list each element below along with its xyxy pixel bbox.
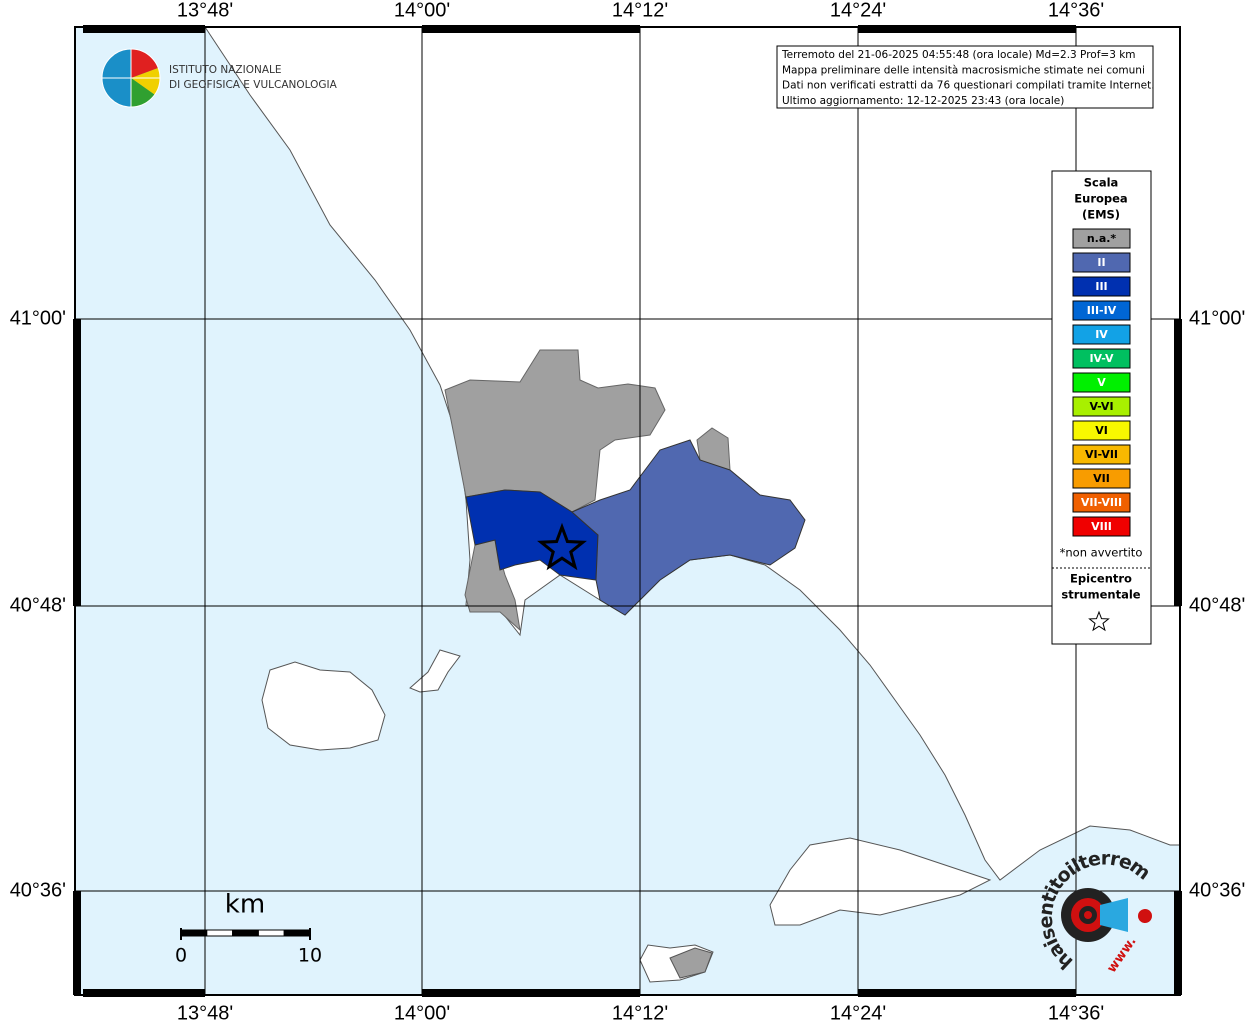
area-iii — [465, 489, 599, 581]
epicenter-star — [537, 522, 587, 571]
lat-label: 40°48' — [10, 594, 66, 616]
frame-bar — [83, 25, 205, 33]
legend-label: IV — [1095, 328, 1108, 341]
legend-label: III-IV — [1087, 304, 1117, 317]
logo-line: ISTITUTO NAZIONALE — [169, 64, 282, 76]
lon-label: 14°12' — [612, 0, 668, 21]
legend-label: V-VI — [1089, 400, 1113, 413]
frame-bar — [1174, 319, 1182, 606]
legend-swatch — [1072, 372, 1131, 393]
legend-title: (EMS) — [1082, 208, 1120, 222]
legend-label: IV-V — [1089, 352, 1114, 365]
legend-label: VII — [1093, 472, 1110, 485]
lon-label: 14°00' — [394, 1002, 450, 1024]
legend-swatch — [1072, 252, 1131, 273]
legend-note: *non avvertito — [1060, 546, 1143, 560]
legend-label: V — [1097, 376, 1106, 389]
lat-label: 40°48' — [1189, 594, 1245, 616]
legend-star — [1088, 610, 1110, 632]
scale-seg — [232, 929, 259, 937]
area-ii — [571, 439, 806, 616]
frame-bar — [73, 319, 81, 606]
legend-swatch — [1072, 468, 1131, 489]
peninsula — [769, 837, 992, 926]
frame-bar — [1174, 891, 1182, 995]
frame-bar — [422, 989, 640, 997]
legend-label: VII-VIII — [1081, 496, 1122, 509]
frame-bar — [422, 25, 640, 33]
frame-bar — [83, 989, 205, 997]
info-line: Ultimo aggiornamento: 12-12-2025 23:43 (… — [782, 95, 1064, 107]
frame-bar — [858, 25, 1076, 33]
lon-label: 14°36' — [1048, 1002, 1104, 1024]
info-line: Mappa preliminare delle intensità macros… — [782, 64, 1145, 76]
capri-area — [669, 947, 713, 979]
frame-bar — [858, 989, 1076, 997]
ischia — [261, 661, 386, 751]
lon-label: 14°00' — [394, 0, 450, 21]
lat-label: 40°36' — [1189, 879, 1245, 901]
legend-label: II — [1097, 256, 1105, 269]
legend-label: n.a.* — [1087, 232, 1117, 245]
info-line: Terremoto del 21-06-2025 04:55:48 (ora l… — [781, 49, 1136, 61]
legend-label: III — [1095, 280, 1107, 293]
scale-label: 10 — [298, 945, 322, 967]
ingv-logo: ISTITUTO NAZIONALE DI GEOFISICA E VULCAN… — [101, 48, 338, 108]
legend-label: VI — [1095, 424, 1108, 437]
lon-label: 13°48' — [177, 1002, 233, 1024]
legend-swatch — [1072, 420, 1131, 441]
lon-label: 14°24' — [830, 0, 886, 21]
logo-line: DI GEOFISICA E VULCANOLOGIA — [169, 79, 338, 91]
lon-label: 14°36' — [1048, 0, 1104, 21]
legend-swatch — [1072, 276, 1131, 297]
legend-swatch — [1072, 516, 1131, 537]
legend-swatch — [1072, 396, 1131, 417]
legend-swatch — [1072, 492, 1131, 513]
legend-swatch — [1072, 348, 1131, 369]
legend-epicenter: strumentale — [1061, 588, 1140, 602]
legend-swatch — [1072, 300, 1131, 321]
lon-label: 14°24' — [830, 1002, 886, 1024]
legend-swatch — [1072, 228, 1131, 249]
lon-label: 14°12' — [612, 1002, 668, 1024]
legend-label: VIII — [1091, 520, 1112, 533]
legend-swatch — [1072, 444, 1131, 465]
scale-label: 0 — [175, 945, 187, 967]
legend-label: VI-VII — [1085, 448, 1118, 461]
lat-label: 40°36' — [10, 879, 66, 901]
scale-seg — [257, 929, 285, 937]
legend-title: Scala — [1084, 176, 1119, 190]
scale-seg — [206, 929, 234, 937]
lon-label: 13°48' — [177, 0, 233, 21]
legend-epicenter: Epicentro — [1070, 572, 1132, 586]
info-box — [776, 45, 1154, 109]
info-line: Dati non verificati estratti da 76 quest… — [782, 80, 1155, 92]
scale-unit: km — [225, 890, 265, 920]
scale-seg — [283, 929, 311, 937]
frame-bar — [73, 891, 81, 995]
legend-title: Europea — [1074, 192, 1127, 206]
lat-label: 41°00' — [1189, 307, 1245, 329]
legend-swatch — [1072, 324, 1131, 345]
lat-label: 41°00' — [10, 307, 66, 329]
scale-seg — [180, 929, 208, 937]
